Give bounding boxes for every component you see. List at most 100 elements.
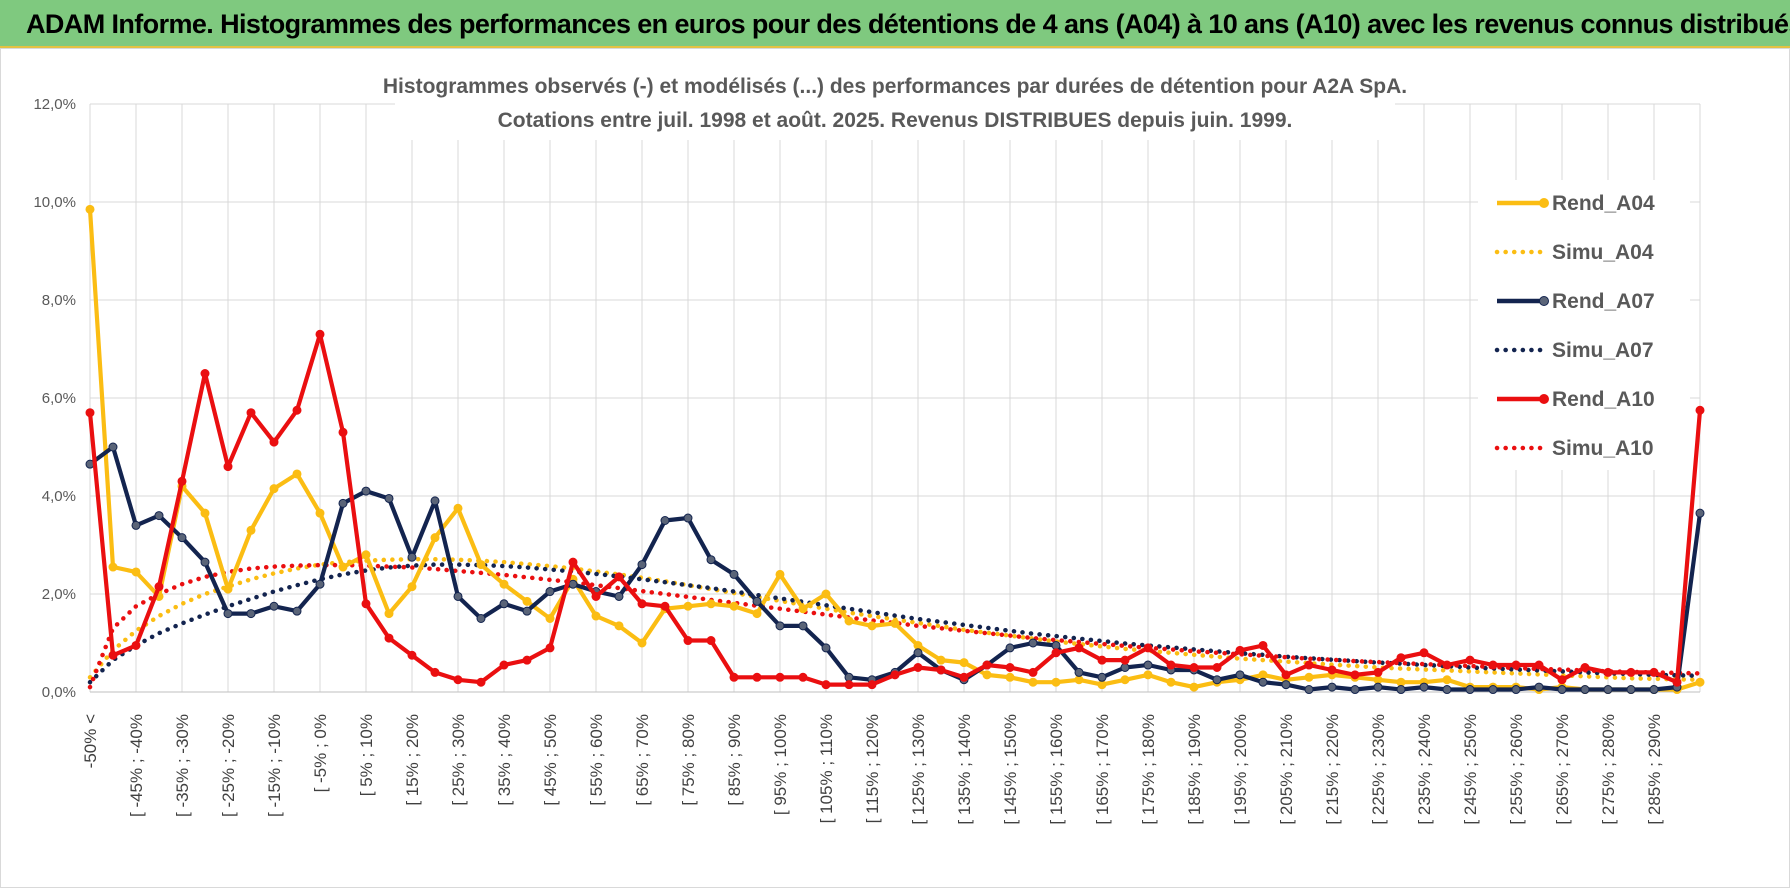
data-point	[545, 643, 555, 653]
data-point	[545, 614, 555, 623]
data-point	[1074, 643, 1084, 653]
legend-background	[1478, 180, 1690, 470]
y-tick-label: 12,0%	[33, 96, 76, 113]
data-point	[1649, 685, 1659, 695]
data-point	[913, 663, 923, 672]
data-point	[706, 599, 716, 609]
data-point	[913, 640, 923, 650]
data-point	[476, 560, 486, 570]
data-point	[1304, 685, 1314, 695]
data-point	[1626, 685, 1636, 695]
x-tick-label: [ 175% ; 180%	[1139, 714, 1158, 825]
data-point	[1120, 663, 1130, 672]
x-tick-label: [ 105% ; 110%	[817, 714, 836, 823]
data-point	[867, 680, 877, 690]
series-layer	[85, 204, 1705, 695]
data-point	[407, 582, 417, 592]
legend-item: Simu_A07	[1494, 339, 1654, 362]
data-point	[338, 427, 348, 437]
x-tick-label: [ 15% ; 20%	[403, 714, 422, 806]
data-point	[890, 618, 900, 628]
series-line	[87, 332, 1703, 687]
data-point	[591, 591, 601, 601]
data-point	[1534, 682, 1544, 692]
data-point	[1166, 660, 1176, 670]
data-point	[269, 601, 279, 611]
data-point	[1534, 660, 1544, 670]
chart-title: Histogrammes observés (-) et modélisés (…	[383, 66, 1407, 140]
data-point	[200, 557, 210, 567]
data-point	[407, 552, 417, 562]
chart-title-line: Histogrammes observés (-) et modélisés (…	[383, 75, 1407, 98]
data-point	[1442, 685, 1452, 695]
data-point	[844, 672, 854, 682]
data-point	[683, 601, 693, 611]
y-tick-label: 2,0%	[42, 586, 76, 603]
data-point	[1005, 672, 1015, 682]
data-point	[1097, 655, 1107, 665]
data-point	[200, 508, 210, 518]
data-point	[1396, 685, 1406, 695]
chart-title-background	[395, 66, 1395, 140]
data-point	[499, 660, 509, 670]
data-point	[1350, 670, 1360, 680]
data-point	[1603, 667, 1613, 677]
data-point	[1373, 667, 1383, 677]
data-point	[1580, 663, 1590, 672]
data-point	[108, 562, 118, 572]
data-point	[1672, 677, 1682, 687]
data-point	[200, 369, 210, 378]
data-point	[959, 672, 969, 682]
data-point	[1373, 675, 1383, 685]
legend-item: Rend_A10	[1497, 388, 1655, 411]
data-point	[982, 660, 992, 670]
x-tick-label: [ 185% ; 190%	[1185, 714, 1204, 825]
data-point	[1327, 665, 1337, 675]
data-point	[522, 655, 532, 665]
data-point	[1419, 648, 1429, 658]
data-point	[913, 648, 923, 658]
data-point	[729, 569, 739, 579]
data-point	[1074, 667, 1084, 677]
data-point	[775, 672, 785, 682]
data-point	[1235, 670, 1245, 680]
data-point	[1350, 685, 1360, 695]
data-point	[476, 677, 486, 687]
data-point	[246, 609, 256, 619]
data-point	[430, 533, 440, 543]
data-point	[154, 582, 164, 592]
legend-item: Simu_A04	[1494, 241, 1654, 264]
data-point	[430, 496, 440, 506]
x-tick-label: [ 125% ; 130%	[909, 714, 928, 825]
x-tick-label: -50% <	[81, 714, 100, 768]
data-point	[1695, 405, 1705, 415]
legend-item: Rend_A04	[1497, 192, 1655, 215]
data-point	[246, 525, 256, 535]
data-point	[1511, 685, 1521, 695]
data-point	[683, 513, 693, 523]
data-point	[131, 640, 141, 650]
data-point	[637, 599, 647, 609]
y-tick-label: 10,0%	[33, 194, 76, 211]
data-point	[545, 587, 555, 597]
x-tick-label: [ -35% ; -30%	[173, 714, 192, 817]
data-point	[706, 636, 716, 646]
data-point	[1626, 667, 1636, 677]
series-rend-a10	[85, 329, 1705, 690]
data-point	[361, 486, 371, 496]
page-title: ADAM Informe. Histogrammes des performan…	[26, 9, 1790, 39]
data-point	[384, 493, 394, 503]
data-point	[798, 604, 808, 614]
data-point	[108, 650, 118, 660]
data-point	[246, 408, 256, 418]
x-tick-label: [ 195% ; 200%	[1231, 714, 1250, 825]
data-point	[1695, 508, 1705, 518]
x-tick-label: [ 165% ; 170%	[1093, 714, 1112, 825]
data-point	[752, 609, 762, 619]
data-point	[131, 520, 141, 530]
x-tick-label: [ 85% ; 90%	[725, 714, 744, 806]
data-point	[292, 606, 302, 616]
series-rend-a07	[85, 442, 1705, 695]
data-point	[568, 579, 578, 589]
